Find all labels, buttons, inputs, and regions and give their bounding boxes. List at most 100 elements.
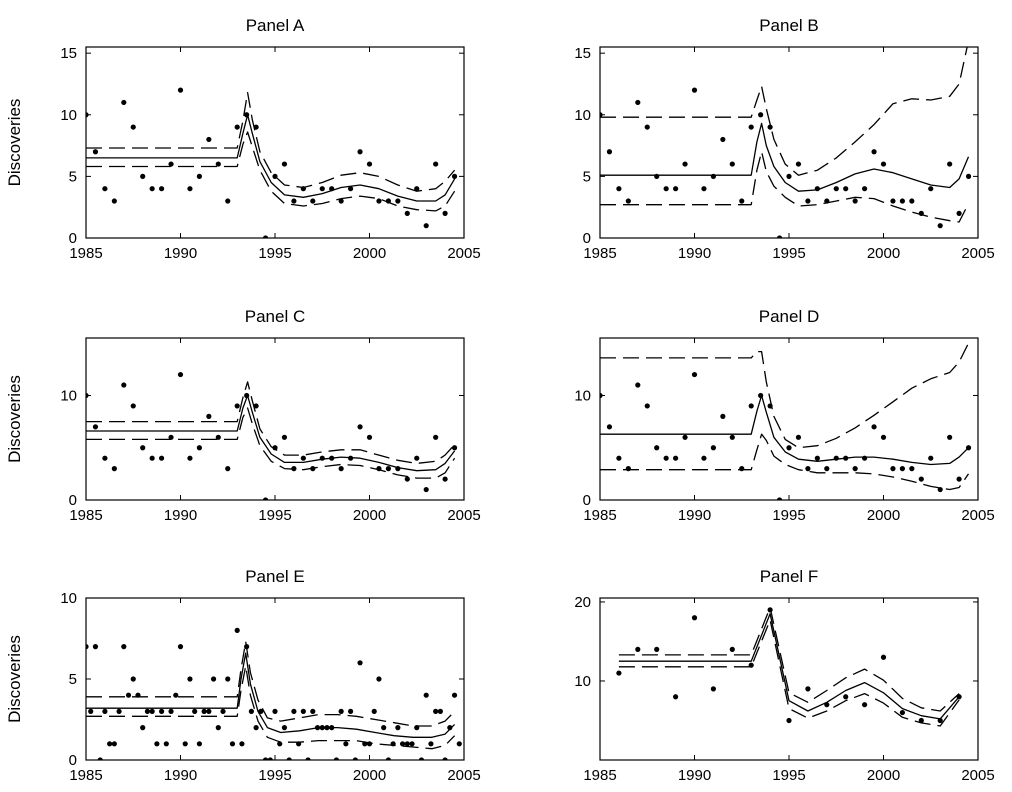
x-tick-label: 2000 <box>867 507 900 524</box>
data-point <box>616 186 622 192</box>
lower-band-line <box>86 665 456 750</box>
data-point <box>111 198 117 204</box>
x-tick-label: 1995 <box>772 767 805 784</box>
data-point <box>758 112 764 118</box>
data-point <box>437 708 443 715</box>
data-point <box>253 725 259 731</box>
data-point <box>423 486 429 493</box>
data-point <box>125 692 132 698</box>
x-tick-label: 1995 <box>258 767 291 784</box>
x-tick-label: 1985 <box>69 767 102 784</box>
data-point <box>786 445 792 451</box>
data-point <box>234 124 240 130</box>
data-point <box>423 692 429 698</box>
plot-frame <box>599 597 979 761</box>
data-point <box>635 99 641 106</box>
data-point <box>663 186 669 192</box>
y-axis-label: Discoveries <box>5 635 24 723</box>
panel-e: Panel E Discoveries 1985 1990 1995 2000 2005 0 5… <box>5 567 481 784</box>
data-point <box>673 455 679 461</box>
data-point <box>192 708 198 715</box>
data-point <box>701 455 707 461</box>
data-point <box>606 424 613 430</box>
data-point <box>177 644 184 650</box>
data-point <box>272 173 278 179</box>
data-point <box>776 497 783 500</box>
data-point <box>862 455 868 461</box>
data-point <box>404 476 410 482</box>
panel-title: Panel B <box>759 16 819 35</box>
data-point <box>404 210 410 216</box>
data-point <box>890 198 896 204</box>
plot-frame <box>85 597 465 761</box>
data-point <box>442 210 448 216</box>
data-point <box>673 694 679 700</box>
data-point <box>92 644 99 650</box>
panel-title: Panel F <box>760 567 819 586</box>
data-point <box>291 708 297 715</box>
data-point <box>748 124 754 130</box>
data-point <box>196 741 202 747</box>
data-point <box>107 741 113 747</box>
data-point <box>739 198 745 204</box>
x-tick-label: 2000 <box>867 245 900 262</box>
data-point <box>343 741 349 747</box>
plot-data <box>86 87 458 238</box>
x-tick-label: 2000 <box>353 767 386 784</box>
data-point <box>348 186 354 192</box>
y-tick-label: 0 <box>69 492 77 509</box>
data-point <box>92 424 99 430</box>
data-point <box>187 455 193 461</box>
data-point <box>86 392 89 399</box>
data-point <box>805 198 811 204</box>
data-point <box>187 186 193 192</box>
data-point <box>348 708 354 715</box>
data-point <box>852 466 858 472</box>
data-point <box>182 741 188 747</box>
y-tick-label: 0 <box>69 230 77 247</box>
data-point <box>159 186 165 192</box>
y-tick-label: 0 <box>69 752 77 769</box>
data-point <box>130 676 136 682</box>
x-tick-label: 1985 <box>583 767 616 784</box>
data-point <box>168 161 174 167</box>
panel-a: Panel A Discoveries 1985 1990 1995 2000 2005 0 5… <box>5 16 481 262</box>
data-point <box>442 757 448 760</box>
y-tick-label: 10 <box>60 590 77 607</box>
data-point <box>333 757 340 760</box>
data-point <box>442 476 448 482</box>
data-point <box>196 173 202 179</box>
data-point <box>635 646 641 652</box>
data-point <box>286 757 292 760</box>
data-point <box>871 149 877 155</box>
upper-band-line <box>86 381 456 465</box>
data-point <box>729 434 735 440</box>
data-point <box>395 725 401 731</box>
data-point <box>720 413 726 419</box>
y-tick-label: 5 <box>583 168 591 185</box>
x-tick-label: 1990 <box>678 507 711 524</box>
fitted-line <box>600 122 970 192</box>
data-point <box>710 445 717 451</box>
data-point <box>616 670 622 676</box>
data-point <box>177 371 184 378</box>
data-point <box>187 676 193 682</box>
plot-frame <box>599 337 979 501</box>
fitted-line <box>618 613 960 720</box>
data-point <box>225 198 231 204</box>
data-point <box>385 466 391 472</box>
panel-title: Panel E <box>245 567 305 586</box>
plot-frame <box>599 46 979 239</box>
data-point <box>376 676 382 682</box>
data-point <box>310 708 316 715</box>
plot-data <box>86 371 458 500</box>
plot-frame <box>85 46 465 239</box>
data-point <box>433 434 439 440</box>
data-point <box>121 382 127 388</box>
data-point <box>381 725 387 731</box>
data-point <box>691 371 698 378</box>
data-point <box>159 708 165 715</box>
data-point <box>843 186 849 192</box>
data-point <box>88 708 94 715</box>
data-point <box>206 708 212 715</box>
